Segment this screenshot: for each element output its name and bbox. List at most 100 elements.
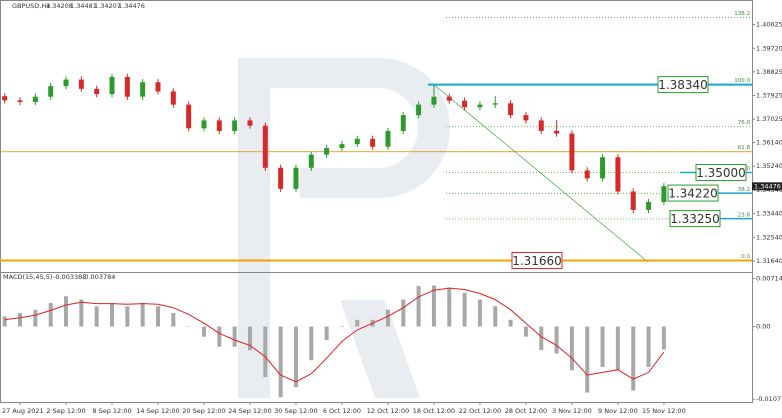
x-tick-label: 24 Sep 12:00 <box>228 407 271 415</box>
candle-body <box>17 100 23 102</box>
macd-bar <box>416 286 421 327</box>
macd-bar <box>217 326 222 347</box>
macd-bar <box>508 319 513 327</box>
candle-body <box>584 170 590 179</box>
candle-body <box>462 100 468 108</box>
macd-bar <box>554 326 559 354</box>
candle-body <box>385 130 391 147</box>
x-tick-label: 9 Nov 12:00 <box>598 407 638 415</box>
macd-signal <box>4 287 665 383</box>
x-tick-label: 18 Oct 12:00 <box>413 407 455 415</box>
candle-body <box>140 82 146 97</box>
x-tick-label: 30 Sep 12:00 <box>274 407 317 415</box>
candle-body <box>247 120 253 126</box>
x-tick-label: 3 Nov 12:00 <box>552 407 592 415</box>
level-label: 1.38340 <box>658 78 708 92</box>
candle-body <box>661 186 667 203</box>
macd-bar <box>2 316 7 327</box>
macd-bar <box>140 302 145 327</box>
y-tick-label: 1.39720 <box>756 44 782 52</box>
fib-label: 0.0 <box>741 254 750 260</box>
macd-bar <box>661 326 666 350</box>
candle-body <box>2 96 8 101</box>
candle-body <box>186 104 192 129</box>
y-tick-label: 1.37025 <box>756 115 782 123</box>
level-label: 1.34220 <box>668 187 718 201</box>
macd-bar <box>431 285 436 327</box>
candle-body <box>569 133 575 171</box>
candle-body <box>32 96 38 102</box>
ohlc-low: 1.34207 <box>94 2 121 10</box>
macd-bar <box>263 326 268 378</box>
candle-body <box>216 120 222 131</box>
macd-bar <box>110 302 115 327</box>
price-tag <box>752 182 782 191</box>
ohlc-high: 1.34481 <box>70 2 97 10</box>
y-tick-label: 1.37925 <box>756 92 782 100</box>
candle-body <box>170 91 176 105</box>
level-box <box>667 184 719 202</box>
x-tick-label: 12 Oct 12:00 <box>367 407 409 415</box>
price-tag-label: 1.34476 <box>754 182 781 190</box>
x-tick-label: 22 Oct 12:00 <box>459 407 501 415</box>
macd-bar <box>539 326 544 351</box>
watermark-bowl <box>270 58 450 198</box>
macd-bar <box>447 287 452 327</box>
ohlc-close: 1.34476 <box>118 2 145 10</box>
candle-body <box>416 104 422 116</box>
x-tick-label: 27 Aug 2021 <box>2 407 44 415</box>
macd-bar <box>477 299 482 327</box>
level-label: 1.33250 <box>670 212 720 226</box>
candle-body <box>63 79 69 87</box>
fib-label: 38.2 <box>738 187 750 193</box>
macd-bar <box>278 326 283 398</box>
x-tick-label: 15 Nov 12:00 <box>642 407 686 415</box>
candle-body <box>124 76 130 97</box>
macd-bar <box>585 326 590 393</box>
macd-bar <box>201 326 206 337</box>
symbol: GBPUSD,H4 <box>12 2 50 10</box>
x-tick-label: 6 Oct 12:00 <box>323 407 361 415</box>
candle-body <box>446 96 452 101</box>
macd-bar <box>569 326 574 371</box>
candle-body <box>615 157 621 192</box>
fib-label: 100.0 <box>734 78 750 84</box>
candle-body <box>278 167 284 189</box>
candle-body <box>94 88 100 95</box>
y-tick-label: 1.40625 <box>756 20 782 28</box>
macd-panel <box>0 272 753 403</box>
macd-bar <box>171 313 176 327</box>
fib-label: 23.6 <box>738 212 751 218</box>
y-tick-label: 1.32540 <box>756 233 782 241</box>
macd-bar <box>615 326 620 371</box>
macd-bar <box>493 306 498 327</box>
candle-body <box>538 120 544 131</box>
ohlc-open: 1.34208 <box>46 2 73 10</box>
candle-body <box>232 120 238 131</box>
candle-body <box>293 167 299 189</box>
y-tick-label: 1.38825 <box>756 68 782 76</box>
macd-bar <box>523 326 528 337</box>
candle-body <box>400 115 406 131</box>
macd-bar <box>401 299 406 327</box>
y-tick-label: -0.010776 <box>756 395 782 403</box>
macd-bar <box>18 313 23 327</box>
macd-main: -0.003385 <box>53 273 86 281</box>
level-box <box>669 210 721 228</box>
candle-body <box>508 103 514 116</box>
macd-bar <box>462 292 467 327</box>
level-box <box>511 251 563 269</box>
fib-label: 61.8 <box>738 145 751 151</box>
macd-bar <box>186 326 191 328</box>
macd-bar <box>385 309 390 327</box>
x-tick-label: 2 Sep 12:00 <box>46 407 85 415</box>
candle-body <box>324 148 330 155</box>
candle-body <box>78 79 84 89</box>
macd-bar <box>600 326 605 367</box>
x-tick-label: 14 Sep 12:00 <box>136 407 179 415</box>
candle-body <box>201 120 207 129</box>
y-tick-label: 1.33440 <box>756 210 782 218</box>
y-tick-label: 1.36140 <box>756 139 782 147</box>
candle-body <box>630 191 636 210</box>
